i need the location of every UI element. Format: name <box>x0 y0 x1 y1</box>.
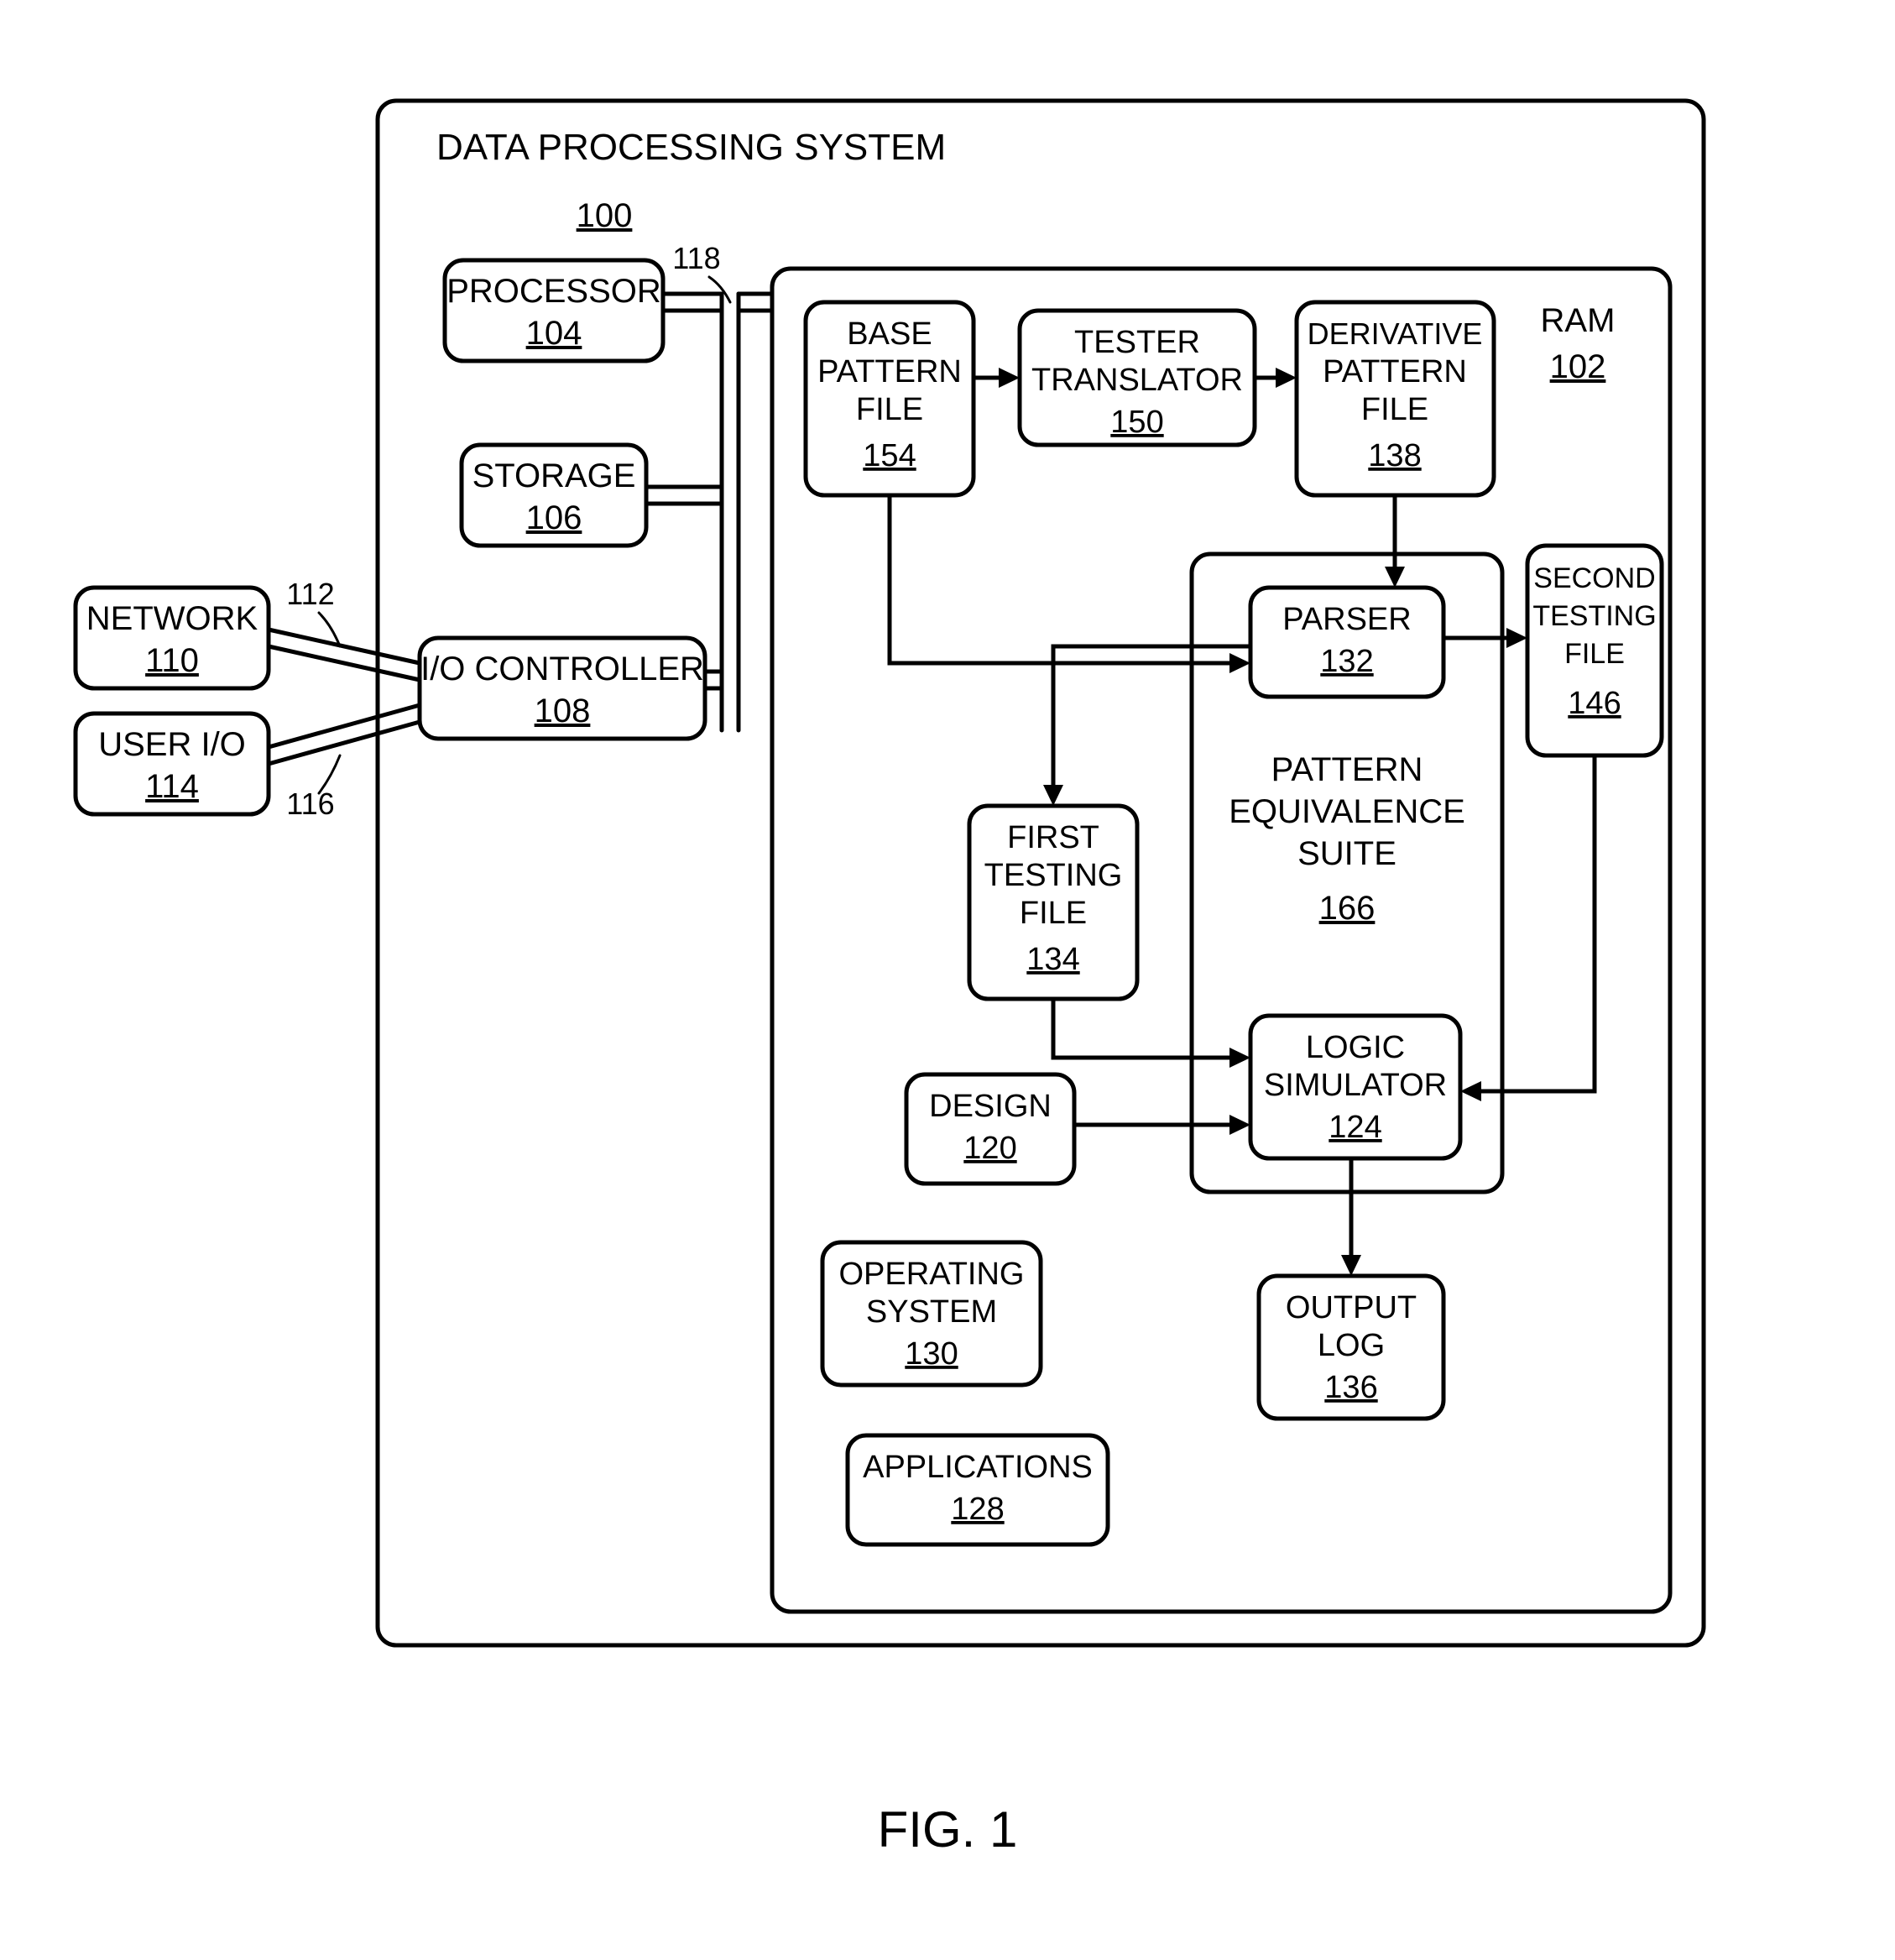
os-l1: OPERATING <box>839 1257 1025 1292</box>
ram-label: RAM <box>1541 302 1616 339</box>
arrow-parser-to-first <box>1043 646 1250 806</box>
figure-caption: FIG. 1 <box>878 1801 1018 1858</box>
userio-label: USER I/O <box>98 726 246 763</box>
secondtest-l2: TESTING <box>1532 600 1656 632</box>
arrow-logicsim-to-output <box>1341 1158 1361 1276</box>
design-ref: 120 <box>963 1131 1016 1166</box>
pes-l3: SUITE <box>1297 835 1396 872</box>
system-title: DATA PROCESSING SYSTEM <box>436 127 946 168</box>
pes-l1: PATTERN <box>1271 751 1423 788</box>
basepattern-l1: BASE <box>847 316 932 352</box>
testertrans-l1: TESTER <box>1074 325 1200 360</box>
processor-label: PROCESSOR <box>446 273 661 310</box>
logicsim-l2: SIMULATOR <box>1264 1068 1447 1103</box>
system-ref: 100 <box>577 197 633 234</box>
derivpattern-ref: 138 <box>1368 438 1421 473</box>
derivpattern-l1: DERIVATIVE <box>1308 316 1483 351</box>
bus112-ref: 112 <box>286 577 334 611</box>
diagram-canvas: DATA PROCESSING SYSTEM 100 PROCESSOR 104… <box>0 0 1895 1960</box>
arrow-design-to-logicsim <box>1074 1115 1250 1135</box>
firsttest-l3: FILE <box>1020 896 1087 931</box>
bus-ioctrl <box>705 672 722 688</box>
pes-ref: 166 <box>1319 890 1376 927</box>
firsttest-l2: TESTING <box>984 858 1123 893</box>
storage-label: STORAGE <box>472 457 636 494</box>
network-label: NETWORK <box>86 600 258 637</box>
firsttest-ref: 134 <box>1026 942 1079 977</box>
os-l2: SYSTEM <box>866 1294 997 1330</box>
userio-ref: 114 <box>145 768 199 805</box>
arrow-parser-to-second <box>1443 628 1527 648</box>
secondtest-l3: FILE <box>1564 638 1625 670</box>
logicsim-ref: 124 <box>1329 1110 1381 1145</box>
basepattern-ref: 154 <box>863 438 916 473</box>
bus-network <box>269 630 420 680</box>
bus-processor <box>663 294 722 311</box>
ioctrl-label: I/O CONTROLLER <box>420 651 704 687</box>
bus-userio <box>269 705 420 764</box>
bus118-ref: 118 <box>672 241 720 275</box>
output-ref: 136 <box>1324 1370 1377 1405</box>
arrow-first-to-logicsim <box>1053 999 1250 1068</box>
derivpattern-l2: PATTERN <box>1323 354 1467 389</box>
apps-ref: 128 <box>951 1492 1004 1527</box>
basepattern-l2: PATTERN <box>817 354 962 389</box>
basepattern-l3: FILE <box>856 392 923 427</box>
bus-to-ram <box>739 294 772 311</box>
arrow-base-to-tester <box>974 368 1020 388</box>
system-bus-vertical <box>722 294 739 730</box>
parser-ref: 132 <box>1320 644 1373 679</box>
logicsim-l1: LOGIC <box>1306 1030 1405 1065</box>
ram-ref: 102 <box>1550 348 1606 385</box>
derivpattern-l3: FILE <box>1361 392 1428 427</box>
parser-l1: PARSER <box>1282 602 1411 637</box>
arrow-second-to-logicsim <box>1460 755 1595 1101</box>
pes-l2: EQUIVALENCE <box>1229 793 1465 830</box>
apps-l1: APPLICATIONS <box>863 1450 1093 1485</box>
ioctrl-ref: 108 <box>535 693 591 729</box>
os-ref: 130 <box>905 1336 958 1372</box>
arrow-deriv-to-parser <box>1385 495 1405 588</box>
bus-storage <box>646 487 722 504</box>
testertrans-ref: 150 <box>1110 405 1163 440</box>
design-l1: DESIGN <box>929 1089 1052 1124</box>
secondtest-ref: 146 <box>1568 686 1621 721</box>
output-l2: LOG <box>1318 1328 1385 1363</box>
network-ref: 110 <box>145 642 199 679</box>
arrow-tester-to-deriv <box>1255 368 1297 388</box>
output-l1: OUTPUT <box>1286 1290 1417 1325</box>
storage-ref: 106 <box>526 499 582 536</box>
processor-ref: 104 <box>526 315 582 352</box>
firsttest-l1: FIRST <box>1007 820 1099 855</box>
bus116-ref: 116 <box>286 787 334 821</box>
testertrans-l2: TRANSLATOR <box>1031 363 1243 398</box>
secondtest-l1: SECOND <box>1533 562 1655 594</box>
